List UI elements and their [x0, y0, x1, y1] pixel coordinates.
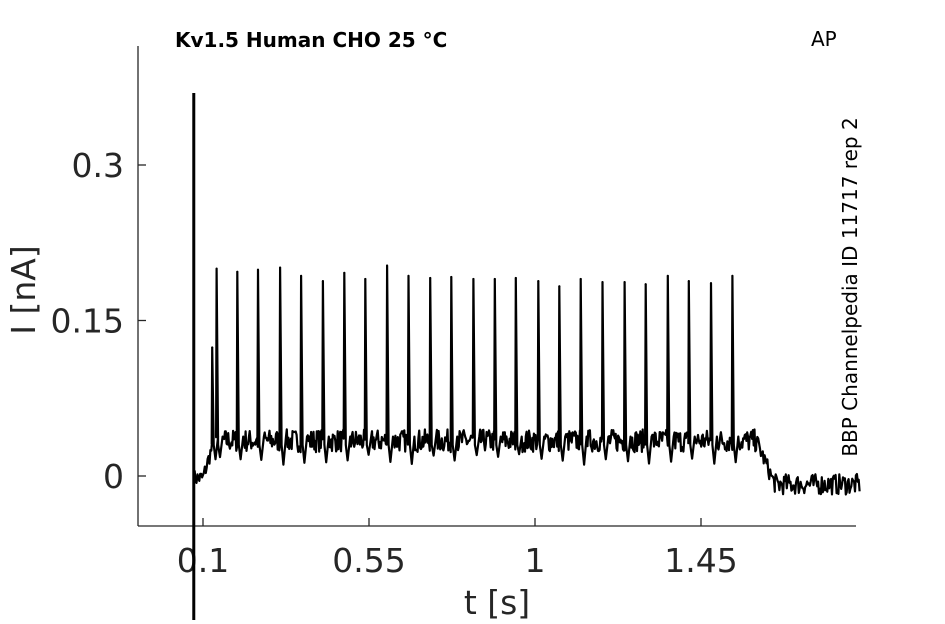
spike-peak-point [623, 281, 626, 284]
spike-peak-point [450, 275, 453, 278]
trace-group [192, 93, 861, 620]
x-tick-label: 0.55 [332, 541, 405, 580]
spike-peak-point [386, 264, 389, 267]
spike-peak-point [211, 346, 214, 349]
spike-peak-point [472, 278, 475, 281]
x-tick-label: 1.45 [664, 541, 737, 580]
x-axis-label: t [s] [464, 583, 530, 622]
y-tick-label: 0.15 [51, 302, 124, 341]
spike-peak-point [731, 274, 734, 277]
chart-title: Kv1.5 Human CHO 25 °C [175, 28, 447, 52]
spike-peak-point [514, 276, 517, 279]
y-tick-label: 0 [103, 457, 124, 496]
y-axis-label: I [nA] [4, 245, 43, 334]
side-label: BBP Channelpedia ID 11717 rep 2 [838, 117, 862, 456]
spike-peak-point [558, 285, 561, 288]
spike-peak-point [429, 276, 432, 279]
spike-peak-point [407, 274, 410, 277]
spike-peak-point [236, 270, 239, 273]
spike-peak-point [644, 283, 647, 286]
current-trace [192, 264, 861, 496]
spike-peak-point [300, 274, 303, 277]
spike-peak-point [343, 271, 346, 274]
spike-peak-point [256, 268, 259, 271]
spike-peak-point [709, 282, 712, 285]
spike-peak-point [601, 281, 604, 284]
x-tick-label: 0.1 [177, 541, 229, 580]
tick-group: 0.1 0.55 1 1.45 0 0.15 0.3 [51, 146, 738, 580]
spike-peak-point [537, 280, 540, 283]
spike-peak-point [279, 266, 282, 269]
y-tick-label: 0.3 [72, 146, 124, 185]
spike-peak-point [215, 267, 218, 270]
spike-peak-point [687, 280, 690, 283]
spike-peak-point [364, 278, 367, 281]
spike-peak-point [493, 278, 496, 281]
spike-peak-point [579, 278, 582, 281]
spike-peak-point [321, 280, 324, 283]
corner-label: AP [811, 27, 837, 51]
spike-peak-point [666, 274, 669, 277]
x-tick-label: 1 [525, 541, 546, 580]
